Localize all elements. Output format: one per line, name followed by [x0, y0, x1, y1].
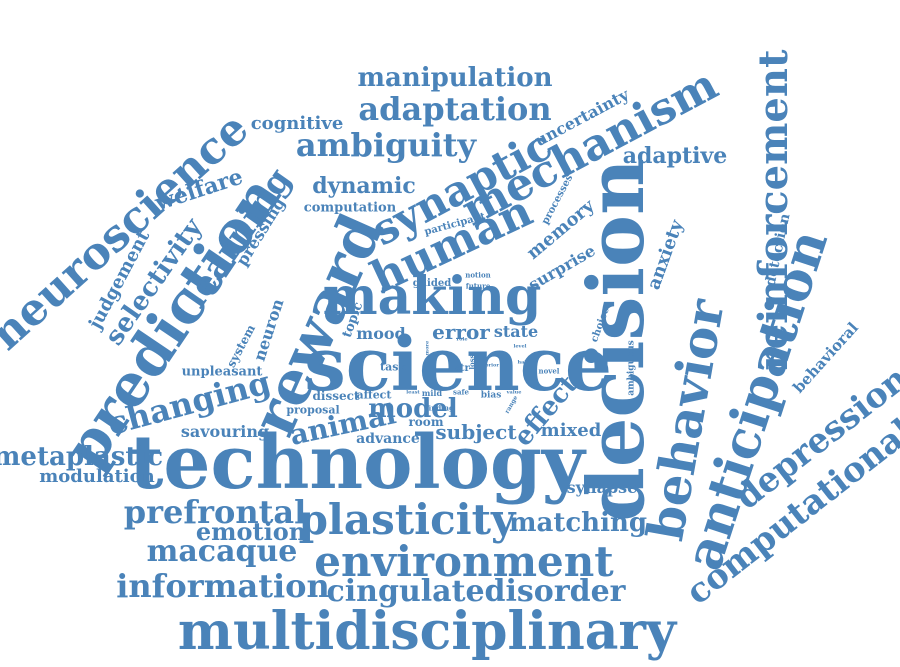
word-prior: prior: [485, 362, 499, 369]
word-more: more: [424, 340, 431, 356]
word-mild: mild: [421, 388, 443, 398]
word-emotion: emotion: [195, 517, 307, 546]
word-future: future: [465, 281, 491, 291]
word-adaptation: adaptation: [358, 90, 552, 128]
word-finding: finding: [426, 403, 454, 413]
word-role: role: [456, 336, 468, 343]
word-cognitive: cognitive: [250, 113, 344, 134]
word-savouring: savouring: [180, 422, 270, 441]
word-dissect: dissect: [312, 389, 360, 403]
word-dynamic: dynamic: [312, 173, 416, 199]
word-science: science: [304, 322, 612, 408]
word-bias: bias: [480, 390, 502, 401]
word-matching: matching: [508, 508, 648, 538]
word-macaque: macaque: [146, 534, 298, 569]
word-str: str: [454, 363, 470, 374]
word-ambiguous: ambiguous: [626, 340, 637, 396]
word-safe: safe: [453, 387, 469, 397]
word-affect: affect: [356, 388, 392, 402]
word-level: level: [513, 343, 527, 350]
word-synapse: synapse: [566, 478, 638, 497]
word-cingulatedisorder: cingulatedisorder: [326, 574, 626, 609]
word-advance: advance: [356, 431, 420, 447]
word-reinforcement: reinforcement: [750, 49, 797, 371]
word-prefrontal: prefrontal: [123, 493, 307, 531]
word-task: task: [379, 360, 407, 374]
word-state: state: [493, 322, 539, 341]
word-environment: environment: [314, 537, 614, 586]
word-information: information: [116, 567, 330, 605]
word-adaptive: adaptive: [622, 143, 728, 169]
word-proposal: proposal: [286, 403, 340, 417]
word-error: error: [432, 320, 490, 344]
word-plasticity: plasticity: [298, 495, 516, 544]
word-technology: technology: [129, 420, 585, 506]
word-least: least: [406, 389, 420, 396]
word-ambiguity: ambiguity: [295, 126, 477, 164]
word-guided: guided: [412, 278, 452, 289]
word-model: model: [368, 394, 458, 424]
word-novel: novel: [538, 366, 560, 376]
word-modulation: modulation: [39, 466, 155, 487]
word-mood: mood: [356, 324, 406, 343]
word-metaplastic: metaplastic: [0, 442, 164, 472]
word-value: value: [506, 389, 522, 396]
word-half: half: [517, 359, 529, 366]
word-computation: computation: [303, 200, 397, 216]
word-manipulation: manipulation: [357, 63, 553, 93]
word-notion: notion: [465, 270, 491, 280]
word-room: room: [408, 415, 444, 429]
word-making: making: [322, 266, 542, 327]
word-unpleasant: unpleasant: [181, 364, 263, 380]
word-subject: subject: [435, 420, 517, 444]
word-mixed: mixed: [540, 420, 602, 441]
word-multidisciplinary: multidisciplinary: [177, 601, 677, 662]
